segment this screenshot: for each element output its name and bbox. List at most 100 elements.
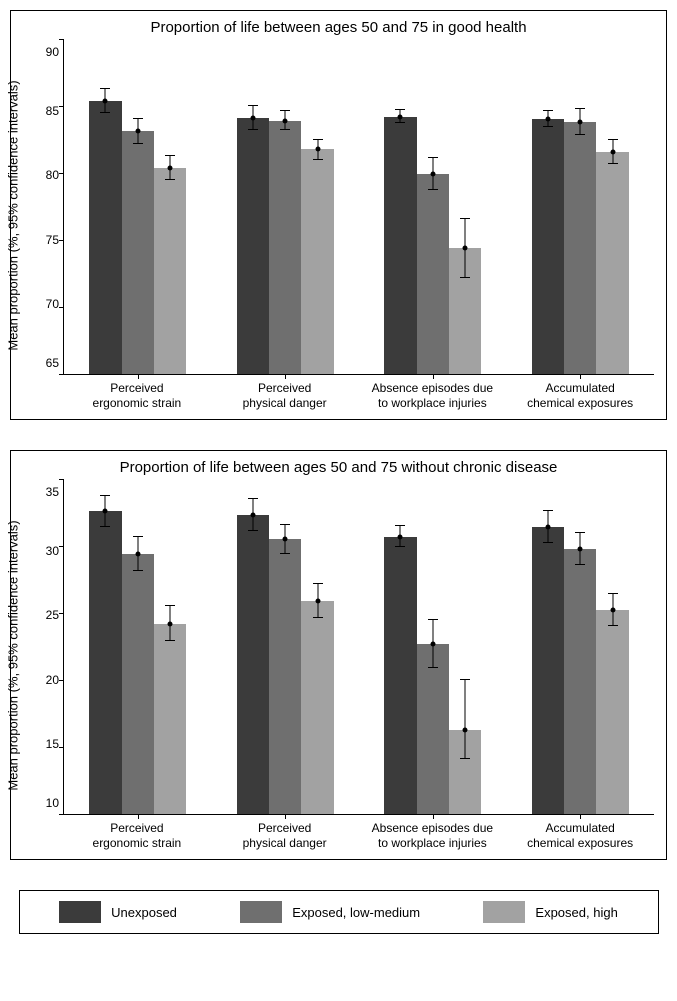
error-mean-dot: [545, 117, 550, 122]
y-tick-mark: [59, 613, 64, 614]
error-mean-dot: [283, 118, 288, 123]
y-tick-mark: [59, 374, 64, 375]
bar: [596, 152, 628, 374]
error-cap-top: [395, 109, 405, 110]
y-tick-label: 80: [46, 169, 59, 181]
x-axis-label-line: Absence episodes due: [361, 381, 505, 396]
error-cap-top: [165, 155, 175, 156]
error-cap-bottom: [608, 625, 618, 626]
error-cap-top: [280, 110, 290, 111]
error-cap-top: [313, 139, 323, 140]
error-cap-bottom: [133, 143, 143, 144]
error-mean-dot: [103, 98, 108, 103]
error-cap-top: [543, 510, 553, 511]
x-tick-mark: [285, 814, 286, 819]
bar: [301, 149, 333, 374]
error-cap-top: [165, 605, 175, 606]
error-mean-dot: [135, 552, 140, 557]
chart-panel: Proportion of life between ages 50 and 7…: [10, 450, 667, 860]
error-bar: [465, 680, 466, 759]
error-cap-top: [460, 218, 470, 219]
plot-area: [63, 480, 654, 815]
y-tick-label: 20: [46, 674, 59, 686]
ylabel-col: Mean proportion (%, 95% confidence inter…: [11, 40, 33, 375]
chart-title: Proportion of life between ages 50 and 7…: [11, 451, 666, 480]
chart-title: Proportion of life between ages 50 and 7…: [11, 11, 666, 40]
error-cap-bottom: [575, 564, 585, 565]
error-mean-dot: [463, 246, 468, 251]
error-mean-dot: [315, 598, 320, 603]
error-mean-dot: [283, 537, 288, 542]
x-tick-mark: [580, 814, 581, 819]
error-cap-top: [133, 118, 143, 119]
y-tick-label: 90: [46, 46, 59, 58]
y-tick-label: 15: [46, 738, 59, 750]
x-tick-mark: [285, 374, 286, 379]
bar: [237, 118, 269, 374]
y-tick-label: 65: [46, 357, 59, 369]
bar: [301, 601, 333, 814]
error-cap-bottom: [460, 277, 470, 278]
x-axis-label-line: Perceived: [65, 381, 209, 396]
error-cap-top: [575, 108, 585, 109]
error-cap-bottom: [280, 553, 290, 554]
bar: [384, 117, 416, 374]
error-mean-dot: [398, 114, 403, 119]
y-tick-mark: [59, 173, 64, 174]
x-axis-label-line: Perceived: [65, 821, 209, 836]
x-axis-label: Perceivedphysical danger: [211, 815, 359, 859]
x-axis-label-line: to workplace injuries: [361, 836, 505, 851]
error-cap-bottom: [165, 179, 175, 180]
legend-label: Exposed, low-medium: [292, 905, 420, 920]
legend-item: Unexposed: [59, 901, 177, 923]
bar: [122, 131, 154, 374]
legend-item: Exposed, high: [483, 901, 617, 923]
error-cap-top: [428, 157, 438, 158]
y-tick-mark: [59, 307, 64, 308]
y-tick-label: 70: [46, 298, 59, 310]
y-tick-mark: [59, 240, 64, 241]
error-cap-top: [608, 139, 618, 140]
ylabel-col: Mean proportion (%, 95% confidence inter…: [11, 480, 33, 815]
x-axis-label-line: Perceived: [213, 821, 357, 836]
error-cap-bottom: [248, 129, 258, 130]
y-tick-label: 25: [46, 609, 59, 621]
error-mean-dot: [430, 641, 435, 646]
error-cap-top: [313, 583, 323, 584]
bar: [269, 539, 301, 814]
bar: [384, 537, 416, 814]
x-labels-row: Perceivedergonomic strainPerceivedphysic…: [63, 815, 654, 859]
y-tick-mark: [59, 680, 64, 681]
error-cap-top: [575, 532, 585, 533]
bar: [154, 168, 186, 374]
legend-item: Exposed, low-medium: [240, 901, 420, 923]
legend-label: Exposed, high: [535, 905, 617, 920]
bar: [417, 644, 449, 814]
bar: [417, 174, 449, 374]
error-cap-top: [428, 619, 438, 620]
y-tick-label: 30: [46, 545, 59, 557]
x-axis-label: Perceivedphysical danger: [211, 375, 359, 419]
x-axis-label-line: Absence episodes due: [361, 821, 505, 836]
legend: Unexposed Exposed, low-medium Exposed, hig…: [19, 890, 659, 934]
error-mean-dot: [135, 129, 140, 134]
error-cap-bottom: [395, 122, 405, 123]
x-tick-mark: [433, 814, 434, 819]
error-cap-top: [248, 105, 258, 106]
error-cap-bottom: [313, 159, 323, 160]
y-tick-label: 35: [46, 486, 59, 498]
x-axis-label-line: physical danger: [213, 836, 357, 851]
bar: [122, 554, 154, 814]
error-cap-top: [608, 593, 618, 594]
error-mean-dot: [430, 172, 435, 177]
error-mean-dot: [250, 116, 255, 121]
chart-panel: Proportion of life between ages 50 and 7…: [10, 10, 667, 420]
error-cap-bottom: [543, 126, 553, 127]
error-cap-bottom: [575, 134, 585, 135]
x-axis-label-line: Accumulated: [508, 821, 652, 836]
ytick-col: 353025201510: [33, 480, 63, 815]
error-cap-bottom: [248, 530, 258, 531]
x-axis-label: Perceivedergonomic strain: [63, 375, 211, 419]
legend-swatch: [483, 901, 525, 923]
plot-row: Mean proportion (%, 95% confidence inter…: [11, 480, 666, 815]
